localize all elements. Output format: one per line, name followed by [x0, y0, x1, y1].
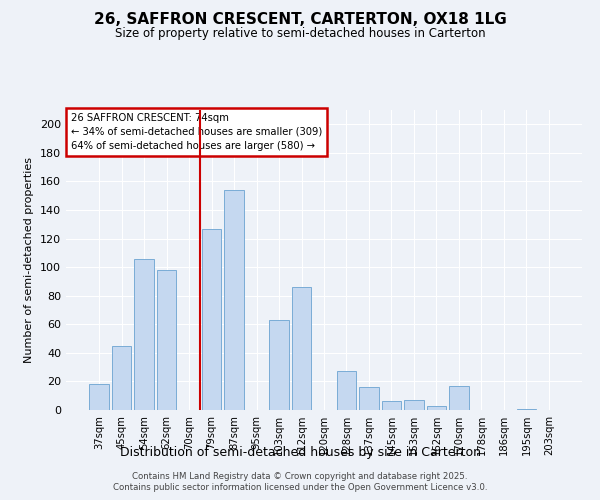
Bar [112, 346, 131, 410]
Bar [337, 372, 356, 410]
Text: Size of property relative to semi-detached houses in Carterton: Size of property relative to semi-detach… [115, 28, 485, 40]
Bar [292, 287, 311, 410]
Text: 26, SAFFRON CRESCENT, CARTERTON, OX18 1LG: 26, SAFFRON CRESCENT, CARTERTON, OX18 1L… [94, 12, 506, 28]
Text: Distribution of semi-detached houses by size in Carterton: Distribution of semi-detached houses by … [119, 446, 481, 459]
Bar [449, 386, 469, 410]
Text: Contains HM Land Registry data © Crown copyright and database right 2025.
Contai: Contains HM Land Registry data © Crown c… [113, 472, 487, 492]
Bar [517, 408, 536, 410]
Bar [157, 270, 176, 410]
Bar [89, 384, 109, 410]
Bar [269, 320, 289, 410]
Bar [427, 406, 446, 410]
Bar [382, 402, 401, 410]
Text: 26 SAFFRON CRESCENT: 74sqm
← 34% of semi-detached houses are smaller (309)
64% o: 26 SAFFRON CRESCENT: 74sqm ← 34% of semi… [71, 113, 322, 151]
Bar [224, 190, 244, 410]
Bar [134, 258, 154, 410]
Bar [359, 387, 379, 410]
Bar [202, 228, 221, 410]
Y-axis label: Number of semi-detached properties: Number of semi-detached properties [25, 157, 34, 363]
Bar [404, 400, 424, 410]
